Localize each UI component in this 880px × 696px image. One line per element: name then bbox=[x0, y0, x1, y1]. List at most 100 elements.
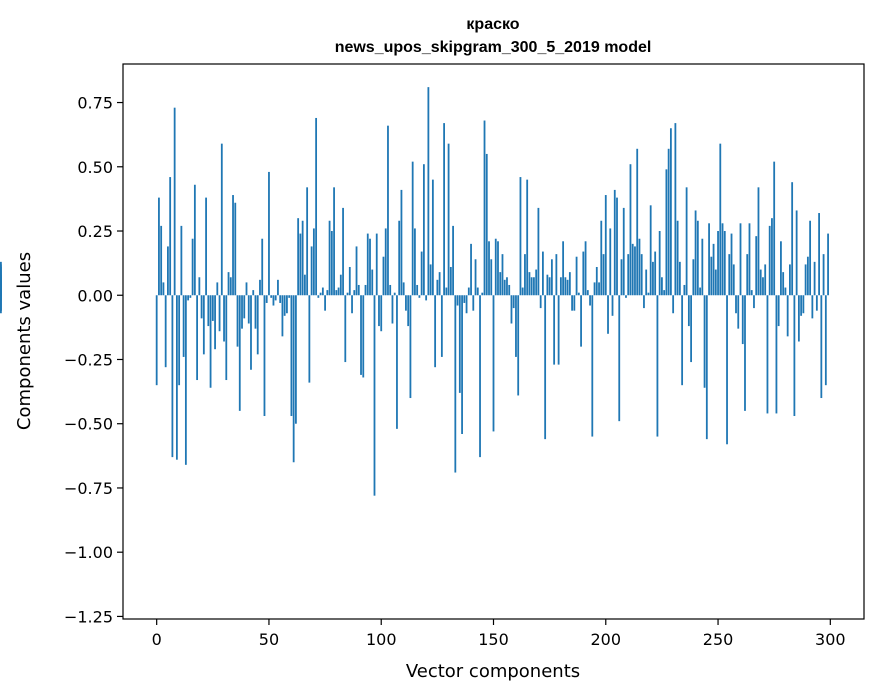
bar bbox=[369, 238, 371, 296]
bar bbox=[355, 246, 358, 296]
bar bbox=[602, 254, 605, 296]
bar bbox=[813, 261, 816, 296]
bar bbox=[508, 284, 511, 296]
bar bbox=[780, 241, 782, 296]
bar bbox=[517, 295, 520, 396]
bar bbox=[577, 292, 580, 296]
bar bbox=[223, 295, 225, 342]
bar bbox=[295, 295, 297, 424]
bar bbox=[279, 295, 282, 303]
bar bbox=[443, 123, 445, 296]
bar bbox=[501, 254, 504, 296]
chart-title: краско bbox=[466, 16, 519, 33]
bar bbox=[211, 295, 214, 321]
bar bbox=[193, 184, 196, 296]
bar bbox=[784, 287, 787, 296]
bar bbox=[184, 295, 187, 465]
y-axis-ticks: −1.25 −1.00 −0.75 −0.50 −0.25 0.00 0.25 0.50 0.7… bbox=[64, 94, 123, 626]
bar bbox=[622, 207, 625, 296]
bar bbox=[524, 254, 526, 296]
bar bbox=[299, 233, 302, 296]
bar bbox=[636, 148, 639, 296]
bar bbox=[234, 202, 237, 296]
bar bbox=[771, 218, 773, 296]
bar bbox=[337, 287, 340, 296]
bar bbox=[586, 290, 589, 296]
bar bbox=[676, 220, 679, 296]
bar bbox=[741, 295, 744, 345]
bar bbox=[546, 274, 549, 296]
bar bbox=[701, 238, 704, 296]
bar bbox=[566, 279, 569, 296]
bar bbox=[685, 187, 688, 296]
bar bbox=[339, 274, 342, 296]
bar bbox=[604, 195, 607, 296]
bar bbox=[503, 279, 506, 296]
y-tick-label: 0.75 bbox=[77, 94, 113, 113]
bar bbox=[191, 238, 194, 296]
bar bbox=[818, 213, 820, 296]
bar bbox=[571, 295, 573, 311]
bar bbox=[380, 295, 383, 332]
bar bbox=[739, 223, 742, 296]
y-tick-label: −0.25 bbox=[64, 350, 113, 369]
bar bbox=[512, 295, 515, 309]
bar bbox=[645, 269, 648, 296]
y-axis-label: Components values bbox=[14, 252, 35, 430]
x-tick-label: 250 bbox=[703, 630, 734, 649]
bar bbox=[797, 295, 800, 342]
bar bbox=[393, 292, 396, 296]
bar bbox=[330, 231, 333, 296]
x-tick-label: 300 bbox=[815, 630, 846, 649]
bar bbox=[824, 295, 827, 386]
bar bbox=[768, 225, 771, 296]
bar bbox=[533, 277, 535, 296]
bar bbox=[245, 282, 248, 296]
bar bbox=[782, 272, 785, 296]
bar bbox=[268, 171, 270, 296]
y-tick-label: −1.00 bbox=[64, 543, 113, 562]
bar bbox=[344, 295, 347, 363]
bar bbox=[405, 295, 407, 311]
bar bbox=[611, 295, 614, 316]
bar bbox=[789, 264, 791, 296]
bar bbox=[708, 223, 710, 296]
bar bbox=[802, 295, 805, 314]
bar bbox=[236, 295, 239, 347]
bar bbox=[811, 295, 814, 319]
bar bbox=[705, 295, 708, 440]
bar bbox=[259, 279, 261, 296]
bar bbox=[407, 295, 410, 327]
bar bbox=[180, 225, 183, 296]
bar bbox=[744, 295, 746, 411]
bar bbox=[198, 277, 201, 296]
x-tick-label: 0 bbox=[152, 630, 162, 649]
bar bbox=[497, 241, 499, 296]
bar bbox=[436, 279, 439, 296]
bar bbox=[463, 295, 466, 303]
bar bbox=[301, 220, 304, 296]
x-tick-label: 150 bbox=[478, 630, 509, 649]
bar bbox=[620, 259, 623, 296]
bar bbox=[229, 277, 232, 296]
bar bbox=[373, 295, 376, 496]
bar bbox=[723, 231, 726, 296]
bar bbox=[613, 189, 616, 296]
bar bbox=[714, 269, 717, 296]
bar bbox=[820, 295, 823, 399]
bar bbox=[398, 220, 401, 296]
bar bbox=[559, 277, 562, 296]
bar bbox=[476, 287, 479, 296]
bar bbox=[806, 256, 809, 296]
bar bbox=[241, 295, 243, 329]
bar bbox=[710, 256, 713, 296]
bar bbox=[548, 277, 551, 296]
bar bbox=[762, 277, 764, 296]
bar bbox=[254, 295, 257, 329]
bar bbox=[766, 295, 769, 414]
bar bbox=[728, 254, 731, 296]
bar bbox=[425, 295, 428, 301]
bar bbox=[519, 177, 522, 296]
bar bbox=[420, 251, 423, 296]
bar bbox=[510, 295, 513, 324]
